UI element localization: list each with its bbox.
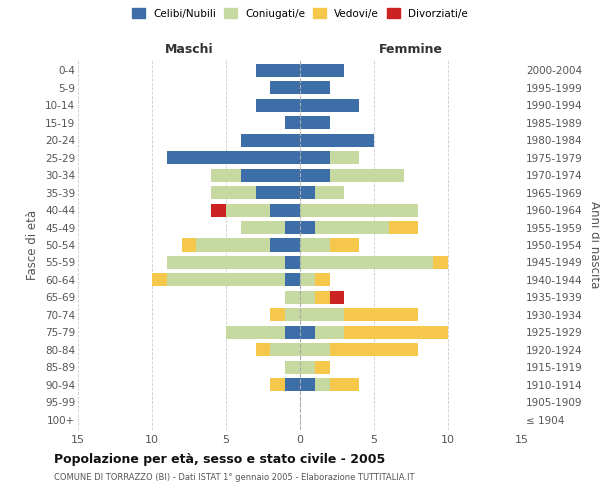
Bar — [300, 204, 418, 216]
Text: Femmine: Femmine — [379, 44, 443, 57]
Text: Maschi: Maschi — [164, 44, 214, 57]
Text: Popolazione per età, sesso e stato civile - 2005: Popolazione per età, sesso e stato civil… — [54, 452, 385, 466]
Bar — [300, 116, 329, 130]
Bar — [329, 343, 418, 356]
Bar — [226, 326, 285, 339]
Bar — [271, 308, 285, 322]
Bar — [285, 308, 300, 322]
Bar — [300, 64, 344, 77]
Bar — [256, 343, 271, 356]
Bar — [300, 378, 315, 391]
Bar — [300, 238, 329, 252]
Bar — [285, 326, 300, 339]
Bar — [300, 256, 433, 269]
Bar — [300, 274, 315, 286]
Bar — [329, 238, 359, 252]
Bar — [300, 360, 315, 374]
Bar — [226, 204, 271, 216]
Y-axis label: Anni di nascita: Anni di nascita — [589, 202, 600, 288]
Bar — [196, 238, 271, 252]
Bar — [167, 256, 285, 269]
Bar — [271, 343, 300, 356]
Bar — [285, 274, 300, 286]
Bar — [241, 221, 285, 234]
Bar — [256, 186, 300, 199]
Bar — [315, 326, 344, 339]
Bar — [211, 186, 256, 199]
Bar — [271, 378, 285, 391]
Bar — [329, 291, 344, 304]
Text: COMUNE DI TORRAZZO (BI) - Dati ISTAT 1° gennaio 2005 - Elaborazione TUTTITALIA.I: COMUNE DI TORRAZZO (BI) - Dati ISTAT 1° … — [54, 472, 415, 482]
Bar — [389, 221, 418, 234]
Bar — [211, 168, 241, 181]
Bar — [285, 221, 300, 234]
Bar — [300, 291, 315, 304]
Bar — [152, 274, 167, 286]
Bar — [182, 238, 196, 252]
Bar — [241, 134, 300, 147]
Legend: Celibi/Nubili, Coniugati/e, Vedovi/e, Divorziati/e: Celibi/Nubili, Coniugati/e, Vedovi/e, Di… — [129, 5, 471, 21]
Bar — [300, 99, 359, 112]
Bar — [285, 291, 300, 304]
Bar — [315, 221, 389, 234]
Bar — [211, 204, 226, 216]
Bar — [315, 274, 329, 286]
Bar — [300, 343, 329, 356]
Bar — [300, 168, 329, 181]
Bar — [285, 256, 300, 269]
Bar — [256, 64, 300, 77]
Bar — [329, 151, 359, 164]
Bar — [344, 326, 448, 339]
Bar — [271, 238, 300, 252]
Bar — [271, 82, 300, 94]
Bar — [329, 168, 404, 181]
Bar — [285, 378, 300, 391]
Bar — [315, 291, 329, 304]
Bar — [433, 256, 448, 269]
Bar — [241, 168, 300, 181]
Bar — [300, 134, 374, 147]
Bar — [285, 116, 300, 130]
Bar — [300, 151, 329, 164]
Bar — [315, 360, 329, 374]
Bar — [271, 204, 300, 216]
Bar — [329, 378, 359, 391]
Bar — [300, 308, 344, 322]
Bar — [315, 186, 344, 199]
Bar — [300, 326, 315, 339]
Bar — [167, 151, 300, 164]
Bar — [285, 360, 300, 374]
Bar — [315, 378, 329, 391]
Bar — [344, 308, 418, 322]
Bar — [300, 82, 329, 94]
Y-axis label: Fasce di età: Fasce di età — [26, 210, 40, 280]
Bar — [300, 221, 315, 234]
Bar — [300, 186, 315, 199]
Bar — [256, 99, 300, 112]
Bar — [167, 274, 285, 286]
